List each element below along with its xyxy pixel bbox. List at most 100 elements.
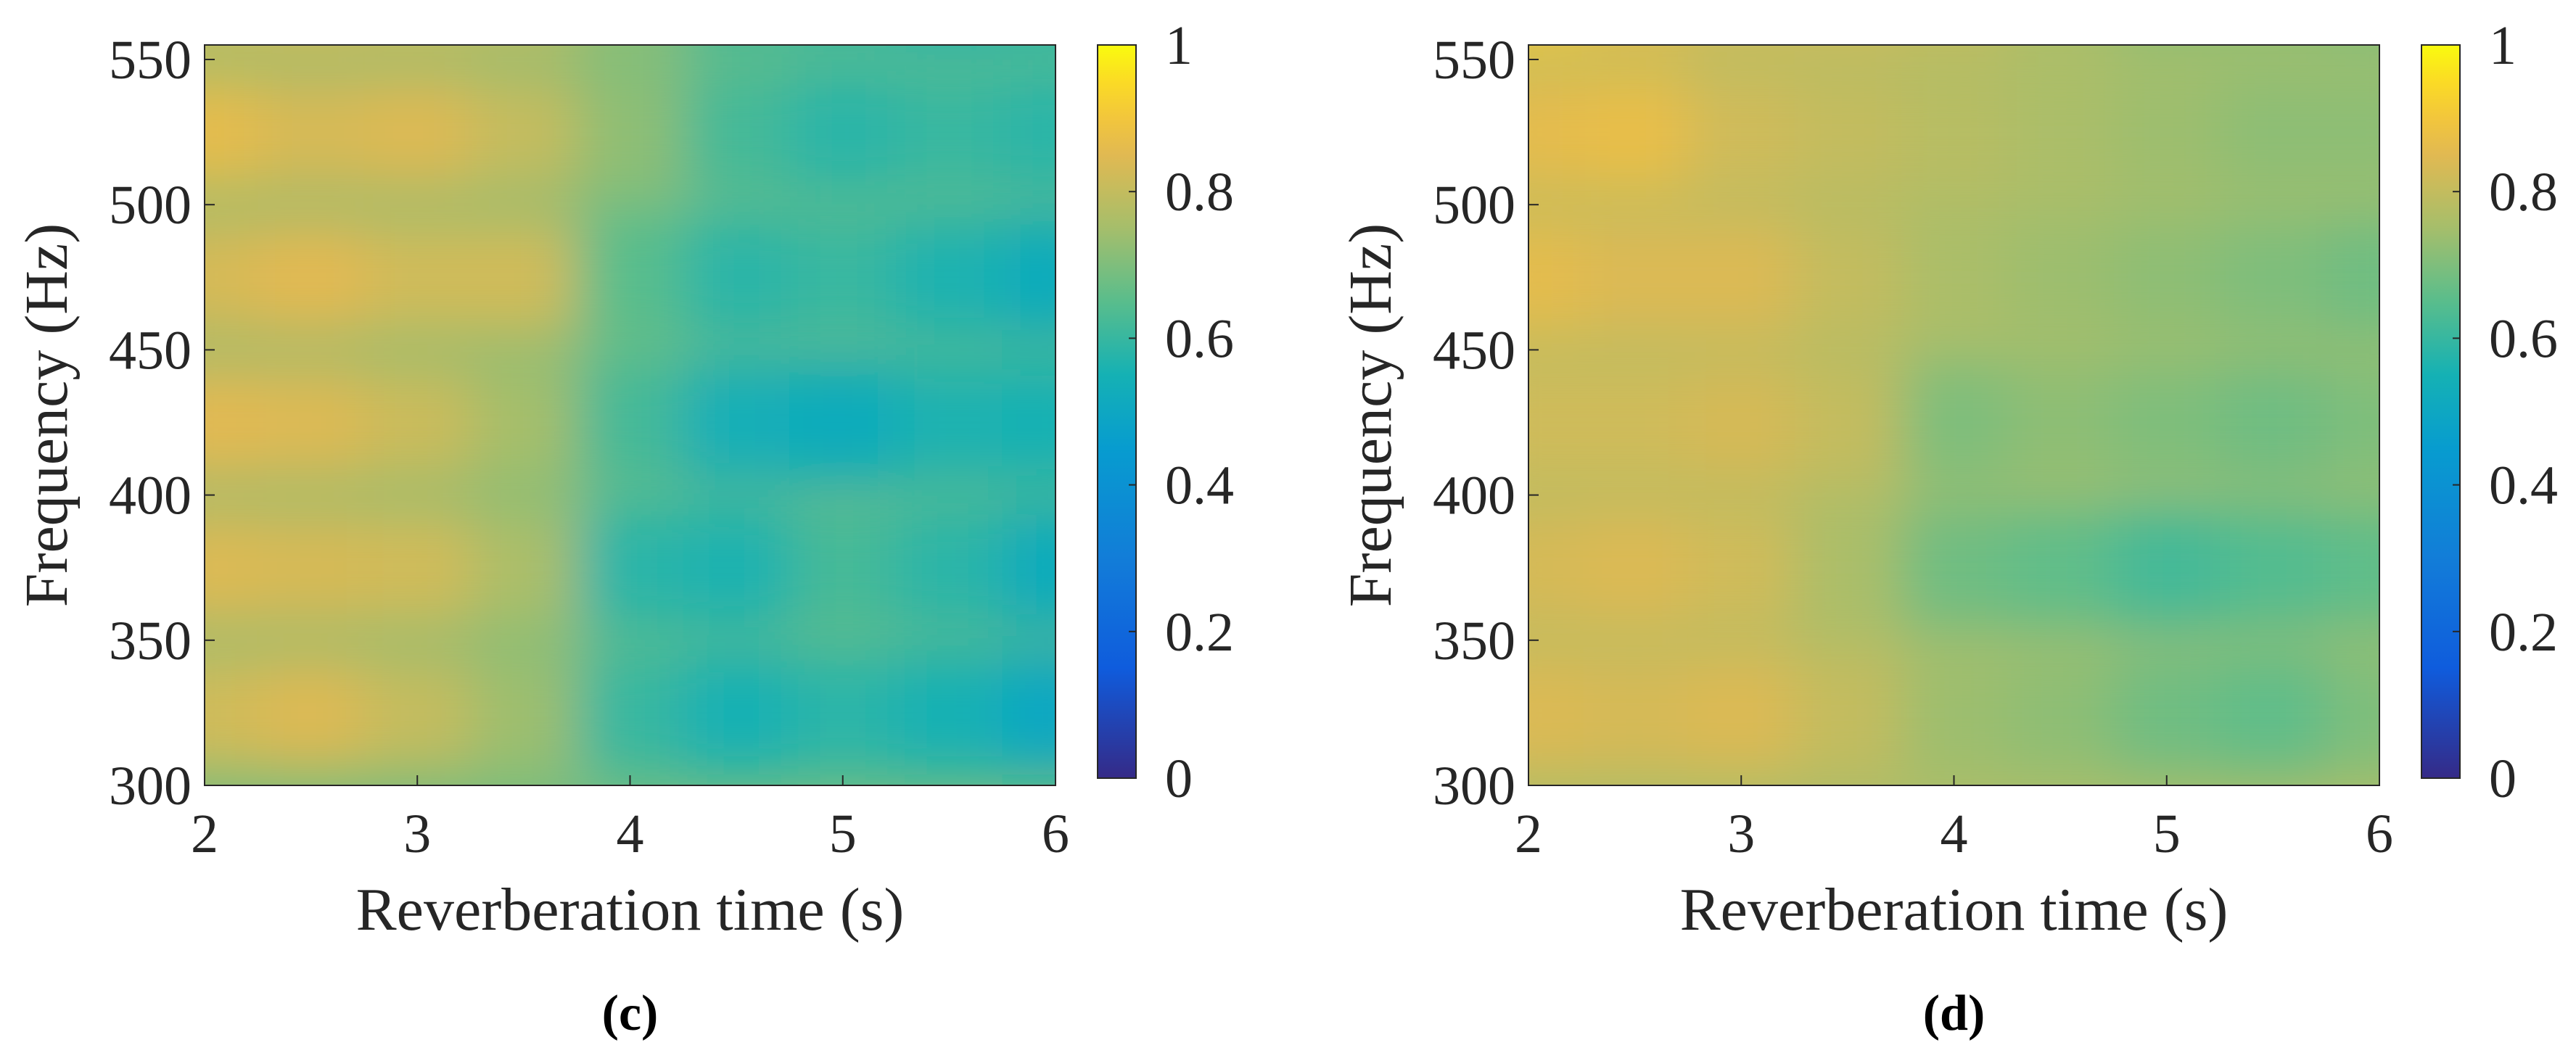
heatmap-cell	[896, 360, 1003, 484]
heatmap-chart-d: 300 350 400 450 500 550 2 3 4 5 6 Reverberation tim…	[1337, 15, 2558, 1041]
y-tick-label: 350	[1433, 611, 1515, 672]
heatmap-cell	[470, 45, 577, 49]
heatmap-cell	[205, 45, 258, 49]
heatmap-cell	[1581, 360, 1688, 484]
heatmap-cell	[896, 70, 1003, 194]
heatmap-cell	[1794, 45, 1901, 49]
heatmap-cell	[2326, 215, 2379, 339]
heatmap-cell	[2326, 505, 2379, 629]
heatmap-cell	[470, 505, 577, 629]
colorbar-tick-label: 0.2	[2489, 602, 2558, 663]
heatmap-cell	[1687, 45, 1795, 49]
heatmap-cell	[1002, 70, 1055, 194]
heatmap-cell	[789, 651, 897, 775]
heatmap-cell	[1002, 360, 1055, 484]
heatmap-cell	[683, 70, 790, 194]
heatmap-cell	[258, 360, 364, 484]
heatmap-cell	[1901, 70, 2007, 194]
colorbar-tick-label: 0.4	[2489, 455, 2558, 516]
heatmap-cell	[1687, 360, 1795, 484]
heatmap-cell	[1581, 651, 1688, 775]
heatmap-cell	[258, 70, 364, 194]
heatmap-cell	[2113, 651, 2221, 775]
heatmap-cell	[789, 70, 897, 194]
heatmap-cell	[789, 505, 897, 629]
heatmap-cell	[1528, 215, 1582, 339]
heatmap-cell	[1901, 215, 2007, 339]
heatmap-cell	[470, 70, 577, 194]
heatmap-cell	[1794, 360, 1901, 484]
colorbar	[2421, 44, 2461, 779]
heatmap-cell	[1002, 505, 1055, 629]
heatmap-cell	[896, 505, 1003, 629]
x-tick-label: 6	[1042, 804, 1069, 864]
heatmap-cell	[1528, 45, 1582, 49]
heatmap-cell	[896, 45, 1003, 49]
heatmap-cell	[577, 45, 683, 49]
heatmap-cell	[1794, 70, 1901, 194]
heatmap-panel-c: 300 350 400 450 500 550 2 3 4 5 6 Reverberation tim…	[13, 15, 1234, 1041]
heatmap-cell	[789, 360, 897, 484]
heatmap-cell	[1901, 505, 2007, 629]
heatmap-cell	[2326, 360, 2379, 484]
heatmap-cell	[1528, 70, 1582, 194]
heatmap-cell	[258, 45, 364, 49]
heatmap-cell	[1901, 651, 2007, 775]
heatmap-cell	[2113, 505, 2221, 629]
y-tick-label: 400	[1433, 466, 1515, 526]
heatmap-cell	[2326, 70, 2379, 194]
heatmap-cell	[577, 215, 683, 339]
heatmap-cell	[2113, 70, 2221, 194]
heatmap-cell	[577, 651, 683, 775]
heatmap-cell	[2326, 651, 2379, 775]
y-tick-label: 500	[109, 175, 192, 236]
colorbar-tick-label: 0.6	[2489, 308, 2558, 369]
heatmap-cell	[1528, 360, 1582, 484]
heatmap-cell	[1581, 70, 1688, 194]
heatmap-cell	[205, 651, 258, 775]
heatmap-cell	[2113, 360, 2221, 484]
heatmap-cell	[1687, 505, 1795, 629]
heatmap-cell	[1002, 651, 1055, 775]
x-tick-label: 5	[829, 804, 857, 864]
colorbar-tick-label: 0.8	[2489, 162, 2558, 223]
x-tick-label: 2	[1515, 804, 1542, 864]
heatmap-area	[205, 45, 1055, 785]
heatmap-chart-c: 300 350 400 450 500 550 2 3 4 5 6 Reverberation tim…	[13, 15, 1234, 1041]
x-axis-label: Reverberation time (s)	[1680, 876, 2229, 943]
heatmap-cell	[2220, 45, 2326, 49]
y-tick-label: 450	[1433, 320, 1515, 381]
heatmap-cell	[789, 45, 897, 49]
heatmap-cell	[1581, 45, 1688, 49]
heatmap-cell	[2007, 360, 2114, 484]
y-axis-label: Frequency (Hz)	[13, 223, 81, 607]
heatmap-cell	[205, 215, 258, 339]
colorbar-tick-label: 1	[1165, 15, 1193, 76]
x-tick-label: 3	[403, 804, 431, 864]
heatmap-cell	[2326, 45, 2379, 49]
colorbar	[1097, 44, 1137, 779]
heatmap-cell	[1687, 70, 1795, 194]
heatmap-cell	[2113, 215, 2221, 339]
x-tick-label: 4	[617, 804, 644, 864]
y-tick-label: 300	[109, 756, 192, 817]
y-tick-label: 400	[109, 466, 192, 526]
heatmap-cell	[683, 651, 790, 775]
panel-label: (c)	[602, 986, 659, 1041]
heatmap-cell	[363, 45, 471, 49]
heatmap-cell	[1002, 45, 1055, 49]
heatmap-cell	[258, 651, 364, 775]
heatmap-cell	[470, 651, 577, 775]
heatmap-cell	[2007, 215, 2114, 339]
heatmap-cell	[2007, 651, 2114, 775]
colorbar-tick-label: 1	[2489, 15, 2517, 76]
heatmap-cell	[205, 505, 258, 629]
heatmap-cell	[363, 215, 471, 339]
heatmap-cell	[577, 70, 683, 194]
x-tick-label: 6	[2366, 804, 2393, 864]
heatmap-cell	[258, 215, 364, 339]
heatmap-cell	[2220, 70, 2326, 194]
y-tick-label: 500	[1433, 175, 1515, 236]
heatmap-cell	[789, 215, 897, 339]
heatmap-cell	[2220, 505, 2326, 629]
